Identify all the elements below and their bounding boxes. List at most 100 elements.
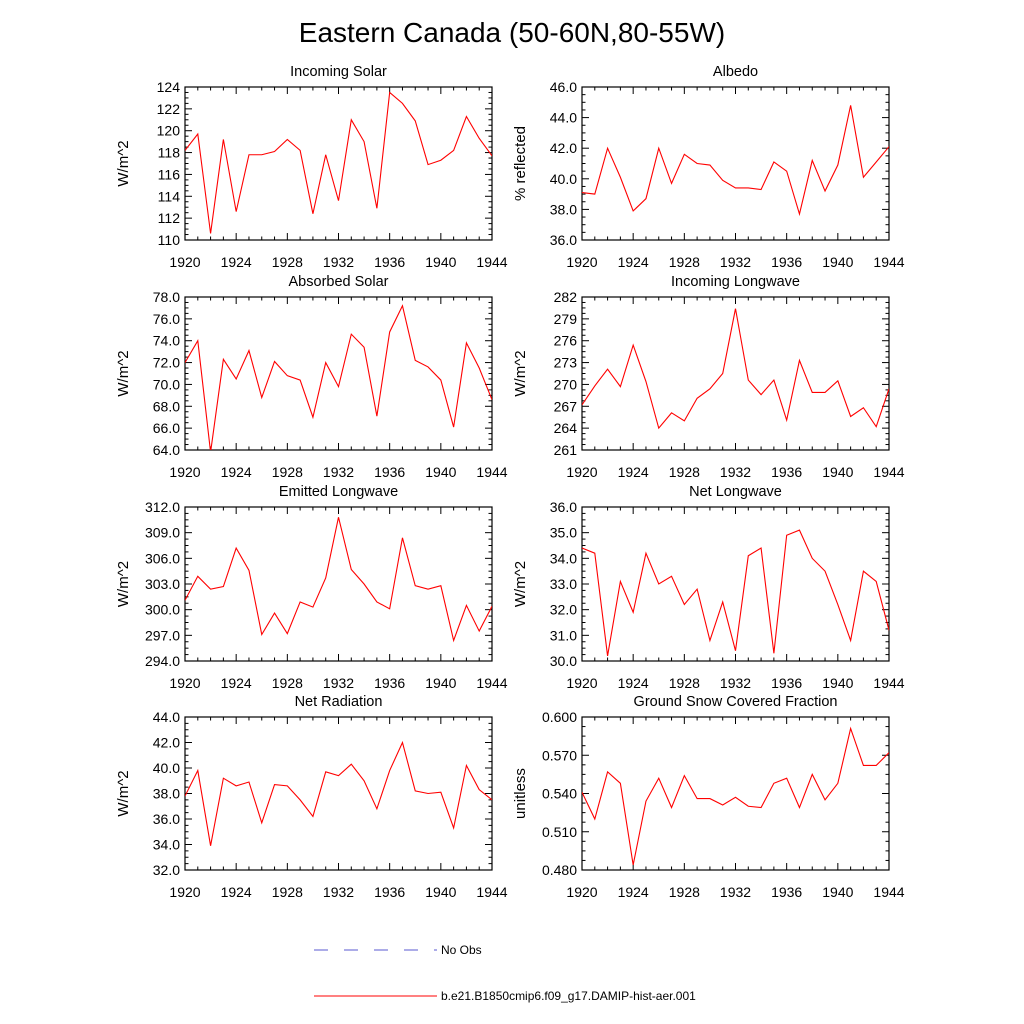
x-tick-label: 1932: [720, 675, 751, 691]
y-tick-label: 44.0: [153, 709, 180, 725]
x-tick-label: 1932: [720, 884, 751, 900]
x-tick-label: 1928: [272, 464, 303, 480]
y-tick-label: 31.0: [550, 627, 577, 643]
plot-frame-incoming-solar: [184, 86, 493, 241]
x-tick-label: 1928: [272, 254, 303, 270]
x-tick-label: 1932: [720, 464, 751, 480]
y-tick-label: 32.0: [153, 862, 180, 878]
panel-title-incoming-solar: Incoming Solar: [290, 64, 387, 80]
y-tick-label: 42.0: [153, 735, 180, 751]
y-tick-label: 0.480: [542, 862, 577, 878]
y-tick-label: 312.0: [145, 499, 180, 515]
panel-absorbed-solar: Absorbed Solar W/m^2 1920 1924 1928 1932 1936 1…: [115, 274, 508, 480]
y-tick-label: 282: [554, 289, 578, 305]
panel-net-radiation: Net Radiation W/m^2 1920 1924 1928 1932 1936 19…: [115, 694, 508, 900]
x-tick-label: 1944: [476, 254, 507, 270]
plot-frame-albedo: [581, 86, 890, 241]
plot-frame-incoming-longwave: [581, 296, 890, 451]
y-tick-label: 300.0: [145, 602, 180, 618]
y-tick-label: 264: [554, 420, 578, 436]
x-tick-label: 1928: [669, 884, 700, 900]
series-line-ground-snow-covered-fraction: [582, 726, 889, 866]
x-tick-label: 1940: [425, 464, 456, 480]
y-tick-label: 32.0: [550, 602, 577, 618]
panel-title-incoming-longwave: Incoming Longwave: [671, 274, 800, 290]
x-tick-label: 1932: [323, 254, 354, 270]
y-tick-label: 112: [158, 210, 181, 226]
x-tick-label: 1940: [822, 675, 853, 691]
x-tick-label: 1928: [272, 884, 303, 900]
x-tick-label: 1944: [873, 675, 904, 691]
y-tick-label: 276: [554, 333, 578, 349]
x-tick-label: 1924: [618, 254, 649, 270]
figure-title: Eastern Canada (50-60N,80-55W): [299, 17, 725, 48]
x-tick-label: 1944: [873, 254, 904, 270]
x-tick-label: 1920: [566, 464, 597, 480]
x-tick-label: 1940: [425, 254, 456, 270]
x-tick-label: 1936: [771, 884, 802, 900]
y-tick-label: 36.0: [550, 232, 577, 248]
y-tick-label: 279: [554, 311, 578, 327]
x-tick-label: 1944: [476, 464, 507, 480]
x-tick-label: 1932: [323, 884, 354, 900]
panel-title-net-longwave: Net Longwave: [689, 484, 782, 500]
y-tick-label: 36.0: [153, 811, 180, 827]
x-tick-label: 1936: [771, 675, 802, 691]
y-tick-label: 74.0: [153, 333, 180, 349]
y-tick-label: 42.0: [550, 140, 577, 156]
panel-ground-snow-covered-fraction: Ground Snow Covered Fraction unitless 1920…: [512, 694, 905, 900]
panel-title-net-radiation: Net Radiation: [295, 694, 383, 710]
y-tick-label: 273: [554, 355, 578, 371]
x-tick-label: 1936: [374, 884, 405, 900]
y-tick-label: 297.0: [145, 627, 180, 643]
y-tick-label: 294.0: [145, 653, 180, 669]
y-tick-label: 44.0: [550, 110, 577, 126]
panels: Incoming Solar W/m^2 1920 1924 1928 1932 1936 1…: [115, 64, 905, 900]
y-tick-label: 309.0: [145, 525, 180, 541]
x-tick-label: 1924: [618, 884, 649, 900]
x-tick-label: 1940: [822, 884, 853, 900]
x-tick-label: 1936: [374, 464, 405, 480]
x-tick-label: 1920: [169, 675, 200, 691]
y-tick-label: 36.0: [550, 499, 577, 515]
series-line-incoming-longwave: [582, 308, 889, 430]
y-tick-label: 110: [158, 232, 181, 248]
y-tick-label: 261: [554, 442, 578, 458]
y-tick-label: 306.0: [145, 550, 180, 566]
y-tick-label: 0.510: [542, 824, 577, 840]
y-tick-label: 118: [158, 145, 181, 161]
x-tick-label: 1920: [566, 884, 597, 900]
series-line-albedo: [582, 105, 889, 217]
y-tick-label: 34.0: [550, 550, 577, 566]
x-tick-label: 1920: [169, 884, 200, 900]
series-line-net-radiation: [185, 740, 492, 846]
y-tick-label: 33.0: [550, 576, 577, 592]
x-tick-label: 1944: [873, 464, 904, 480]
x-tick-label: 1928: [669, 464, 700, 480]
y-axis-label-ground-snow-covered-fraction: unitless: [512, 768, 529, 819]
panel-title-emitted-longwave: Emitted Longwave: [279, 484, 398, 500]
y-tick-label: 116: [158, 166, 181, 182]
panel-albedo: Albedo % reflected 1920 1924 1928 1932 1936 194…: [512, 64, 905, 270]
x-tick-label: 1932: [720, 254, 751, 270]
y-axis-label-incoming-solar: W/m^2: [115, 140, 132, 186]
y-tick-label: 72.0: [153, 355, 180, 371]
y-tick-label: 70.0: [153, 376, 180, 392]
y-tick-label: 38.0: [153, 786, 180, 802]
y-tick-label: 303.0: [145, 576, 180, 592]
series-line-emitted-longwave: [185, 517, 492, 643]
y-tick-label: 267: [554, 398, 578, 414]
y-tick-label: 40.0: [550, 171, 577, 187]
x-tick-label: 1924: [221, 675, 252, 691]
y-axis-label-albedo: % reflected: [512, 126, 529, 201]
x-tick-label: 1940: [822, 464, 853, 480]
y-tick-label: 0.540: [542, 786, 577, 802]
x-tick-label: 1920: [566, 675, 597, 691]
plot-frame-emitted-longwave: [184, 506, 493, 662]
panel-title-ground-snow-covered-fraction: Ground Snow Covered Fraction: [634, 694, 838, 710]
y-axis-label-absorbed-solar: W/m^2: [115, 350, 132, 396]
x-tick-label: 1920: [566, 254, 597, 270]
y-tick-label: 122: [157, 101, 181, 117]
x-tick-label: 1944: [873, 884, 904, 900]
